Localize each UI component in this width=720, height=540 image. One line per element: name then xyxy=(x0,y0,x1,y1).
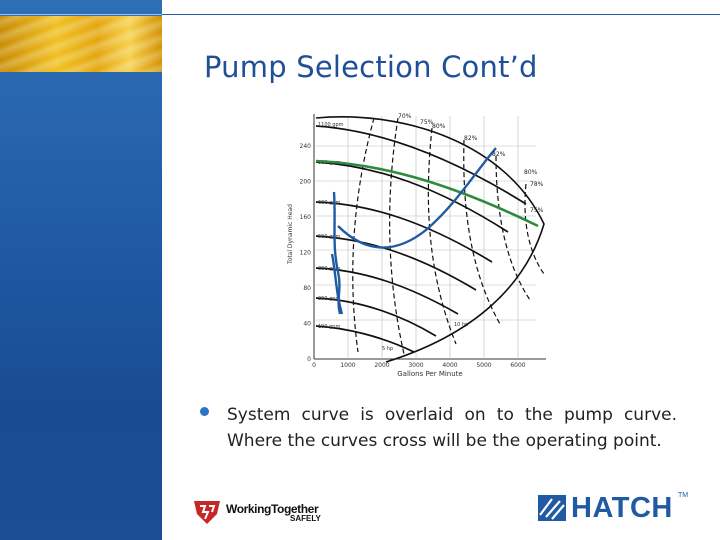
sidebar-gold-band xyxy=(0,16,162,72)
efficiency-labels: 70%75%80%82%82%80%78%75% xyxy=(398,113,544,214)
x-tick-label: 2000 xyxy=(374,362,389,369)
efficiency-curves xyxy=(352,117,545,355)
x-tick-label: 5000 xyxy=(476,362,491,369)
pump-curve-svg: 1100 gpm 900 gpm 600 gpm 500 gpm 300 gpm… xyxy=(287,113,546,378)
y-tick-label: 240 xyxy=(300,143,312,150)
y-tick-labels: 0 40 80 120 160 200 240 xyxy=(300,143,312,363)
bullet-text: System curve is overlaid on to the pump … xyxy=(227,405,677,451)
svg-text:10 hp: 10 hp xyxy=(454,322,468,328)
working-together-text: WorkingTogether xyxy=(226,502,319,516)
efficiency-label: 75% xyxy=(530,207,544,214)
efficiency-label: 75% xyxy=(420,119,434,126)
y-tick-label: 200 xyxy=(300,179,312,186)
efficiency-label: 80% xyxy=(524,169,538,176)
slide-title: Pump Selection Cont’d xyxy=(204,50,538,84)
efficiency-label: 70% xyxy=(398,113,412,120)
working-together-logo: WorkingTogether SAFELY xyxy=(192,498,332,528)
svg-text:500 gpm: 500 gpm xyxy=(318,234,340,240)
pump-envelope xyxy=(315,116,545,363)
x-tick-label: 6000 xyxy=(510,362,525,369)
hatch-wordmark: HATCH xyxy=(571,492,673,524)
svg-text:1100 gpm: 1100 gpm xyxy=(318,122,344,128)
x-tick-label: 3000 xyxy=(408,362,423,369)
safely-text: SAFELY xyxy=(290,514,321,523)
pump-curve-chart: 1100 gpm 900 gpm 600 gpm 500 gpm 300 gpm… xyxy=(286,104,576,378)
efficiency-label: 82% xyxy=(464,135,478,142)
selected-pump-curve xyxy=(315,159,539,228)
x-axis-title: Gallons Per Minute xyxy=(397,370,463,378)
system-curves xyxy=(330,147,497,315)
svg-text:100 gpm: 100 gpm xyxy=(318,324,340,330)
impeller-curves xyxy=(315,125,527,353)
y-tick-label: 80 xyxy=(303,285,311,292)
hatch-logo: HATCH TM xyxy=(538,492,688,526)
hatch-mark-icon xyxy=(538,495,566,521)
efficiency-label: 82% xyxy=(492,151,506,158)
hatch-trademark: TM xyxy=(678,492,689,499)
svg-text:5 hp: 5 hp xyxy=(382,346,393,352)
pump-curve-artwork: 1100 gpm 900 gpm 600 gpm 500 gpm 300 gpm… xyxy=(313,114,546,363)
svg-text:300 gpm: 300 gpm xyxy=(318,266,340,272)
x-tick-label: 4000 xyxy=(442,362,457,369)
title-block xyxy=(162,15,720,120)
x-tick-label: 0 xyxy=(312,362,316,369)
sidebar-top-line xyxy=(0,14,162,15)
x-tick-labels: 0 1000 2000 3000 4000 5000 6000 xyxy=(312,362,526,369)
efficiency-label: 78% xyxy=(530,181,544,188)
bullet-icon xyxy=(200,407,209,416)
y-tick-label: 160 xyxy=(300,214,312,221)
y-tick-label: 120 xyxy=(300,250,312,257)
sidebar-background xyxy=(0,0,162,540)
x-tick-label: 1000 xyxy=(340,362,355,369)
shield-icon xyxy=(194,501,220,524)
y-axis-title: Total Dynamic Head xyxy=(287,204,294,265)
y-tick-label: 0 xyxy=(307,356,311,363)
y-tick-label: 40 xyxy=(303,321,311,328)
svg-text:600 gpm: 600 gpm xyxy=(318,200,340,206)
header-rule xyxy=(162,14,720,15)
efficiency-label: 80% xyxy=(432,123,446,130)
svg-text:200 gpm: 200 gpm xyxy=(318,296,340,302)
